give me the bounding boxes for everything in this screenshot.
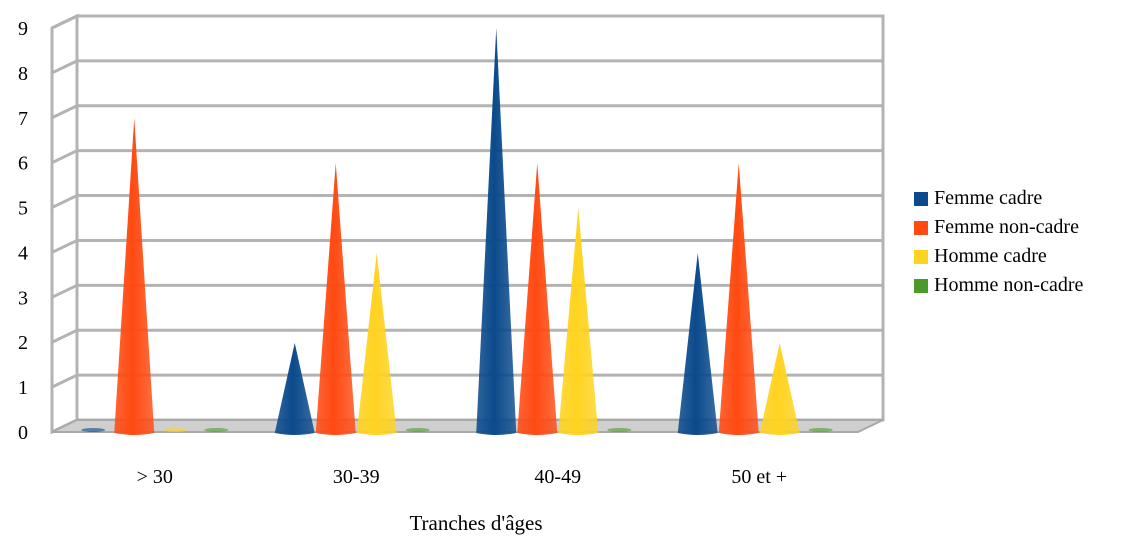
x-axis-ticks: > 30 30-39 40-49 50 et + [137, 466, 788, 488]
x-tick-label: 30-39 [333, 466, 380, 488]
cone-mark-zero [204, 428, 228, 432]
cone-mark-zero [809, 428, 833, 432]
y-tick-label: 1 [18, 377, 28, 399]
y-tick-label: 4 [18, 242, 28, 264]
x-tick-label: > 30 [137, 466, 173, 488]
legend-swatch [914, 192, 928, 206]
y-tick-label: 2 [18, 332, 28, 354]
y-tick-label: 0 [18, 422, 28, 444]
y-tick-label: 9 [18, 18, 28, 40]
y-tick-label: 6 [18, 153, 28, 175]
x-axis-title: Tranches d'âges [409, 511, 542, 535]
legend-item: Femme non-cadre [914, 213, 1083, 242]
cone-mark-zero [81, 428, 105, 432]
legend-swatch [914, 221, 928, 235]
legend-swatch [914, 250, 928, 264]
legend-label: Femme non-cadre [934, 216, 1079, 239]
legend-label: Homme cadre [934, 245, 1047, 268]
x-tick-label: 50 et + [731, 466, 787, 488]
legend-item: Homme cadre [914, 242, 1083, 271]
legend-item: Homme non-cadre [914, 271, 1083, 300]
y-tick-label: 8 [18, 63, 28, 85]
y-axis-ticks: 0 1 2 3 4 5 6 7 8 9 [18, 18, 28, 444]
cone-mark-zero [406, 428, 430, 432]
legend-item: Femme cadre [914, 184, 1083, 213]
legend-label: Homme non-cadre [934, 274, 1083, 297]
y-tick-label: 7 [18, 108, 28, 130]
y-tick-label: 3 [18, 287, 28, 309]
y-tick-label: 5 [18, 198, 28, 220]
cone-mark-zero [163, 428, 187, 432]
plot-walls [52, 16, 883, 432]
side-wall [52, 16, 77, 432]
legend: Femme cadre Femme non-cadre Homme cadre Hom… [914, 184, 1083, 300]
legend-swatch [914, 279, 928, 293]
x-tick-label: 40-49 [534, 466, 581, 488]
legend-label: Femme cadre [934, 187, 1042, 210]
cone-mark-zero [607, 428, 631, 432]
